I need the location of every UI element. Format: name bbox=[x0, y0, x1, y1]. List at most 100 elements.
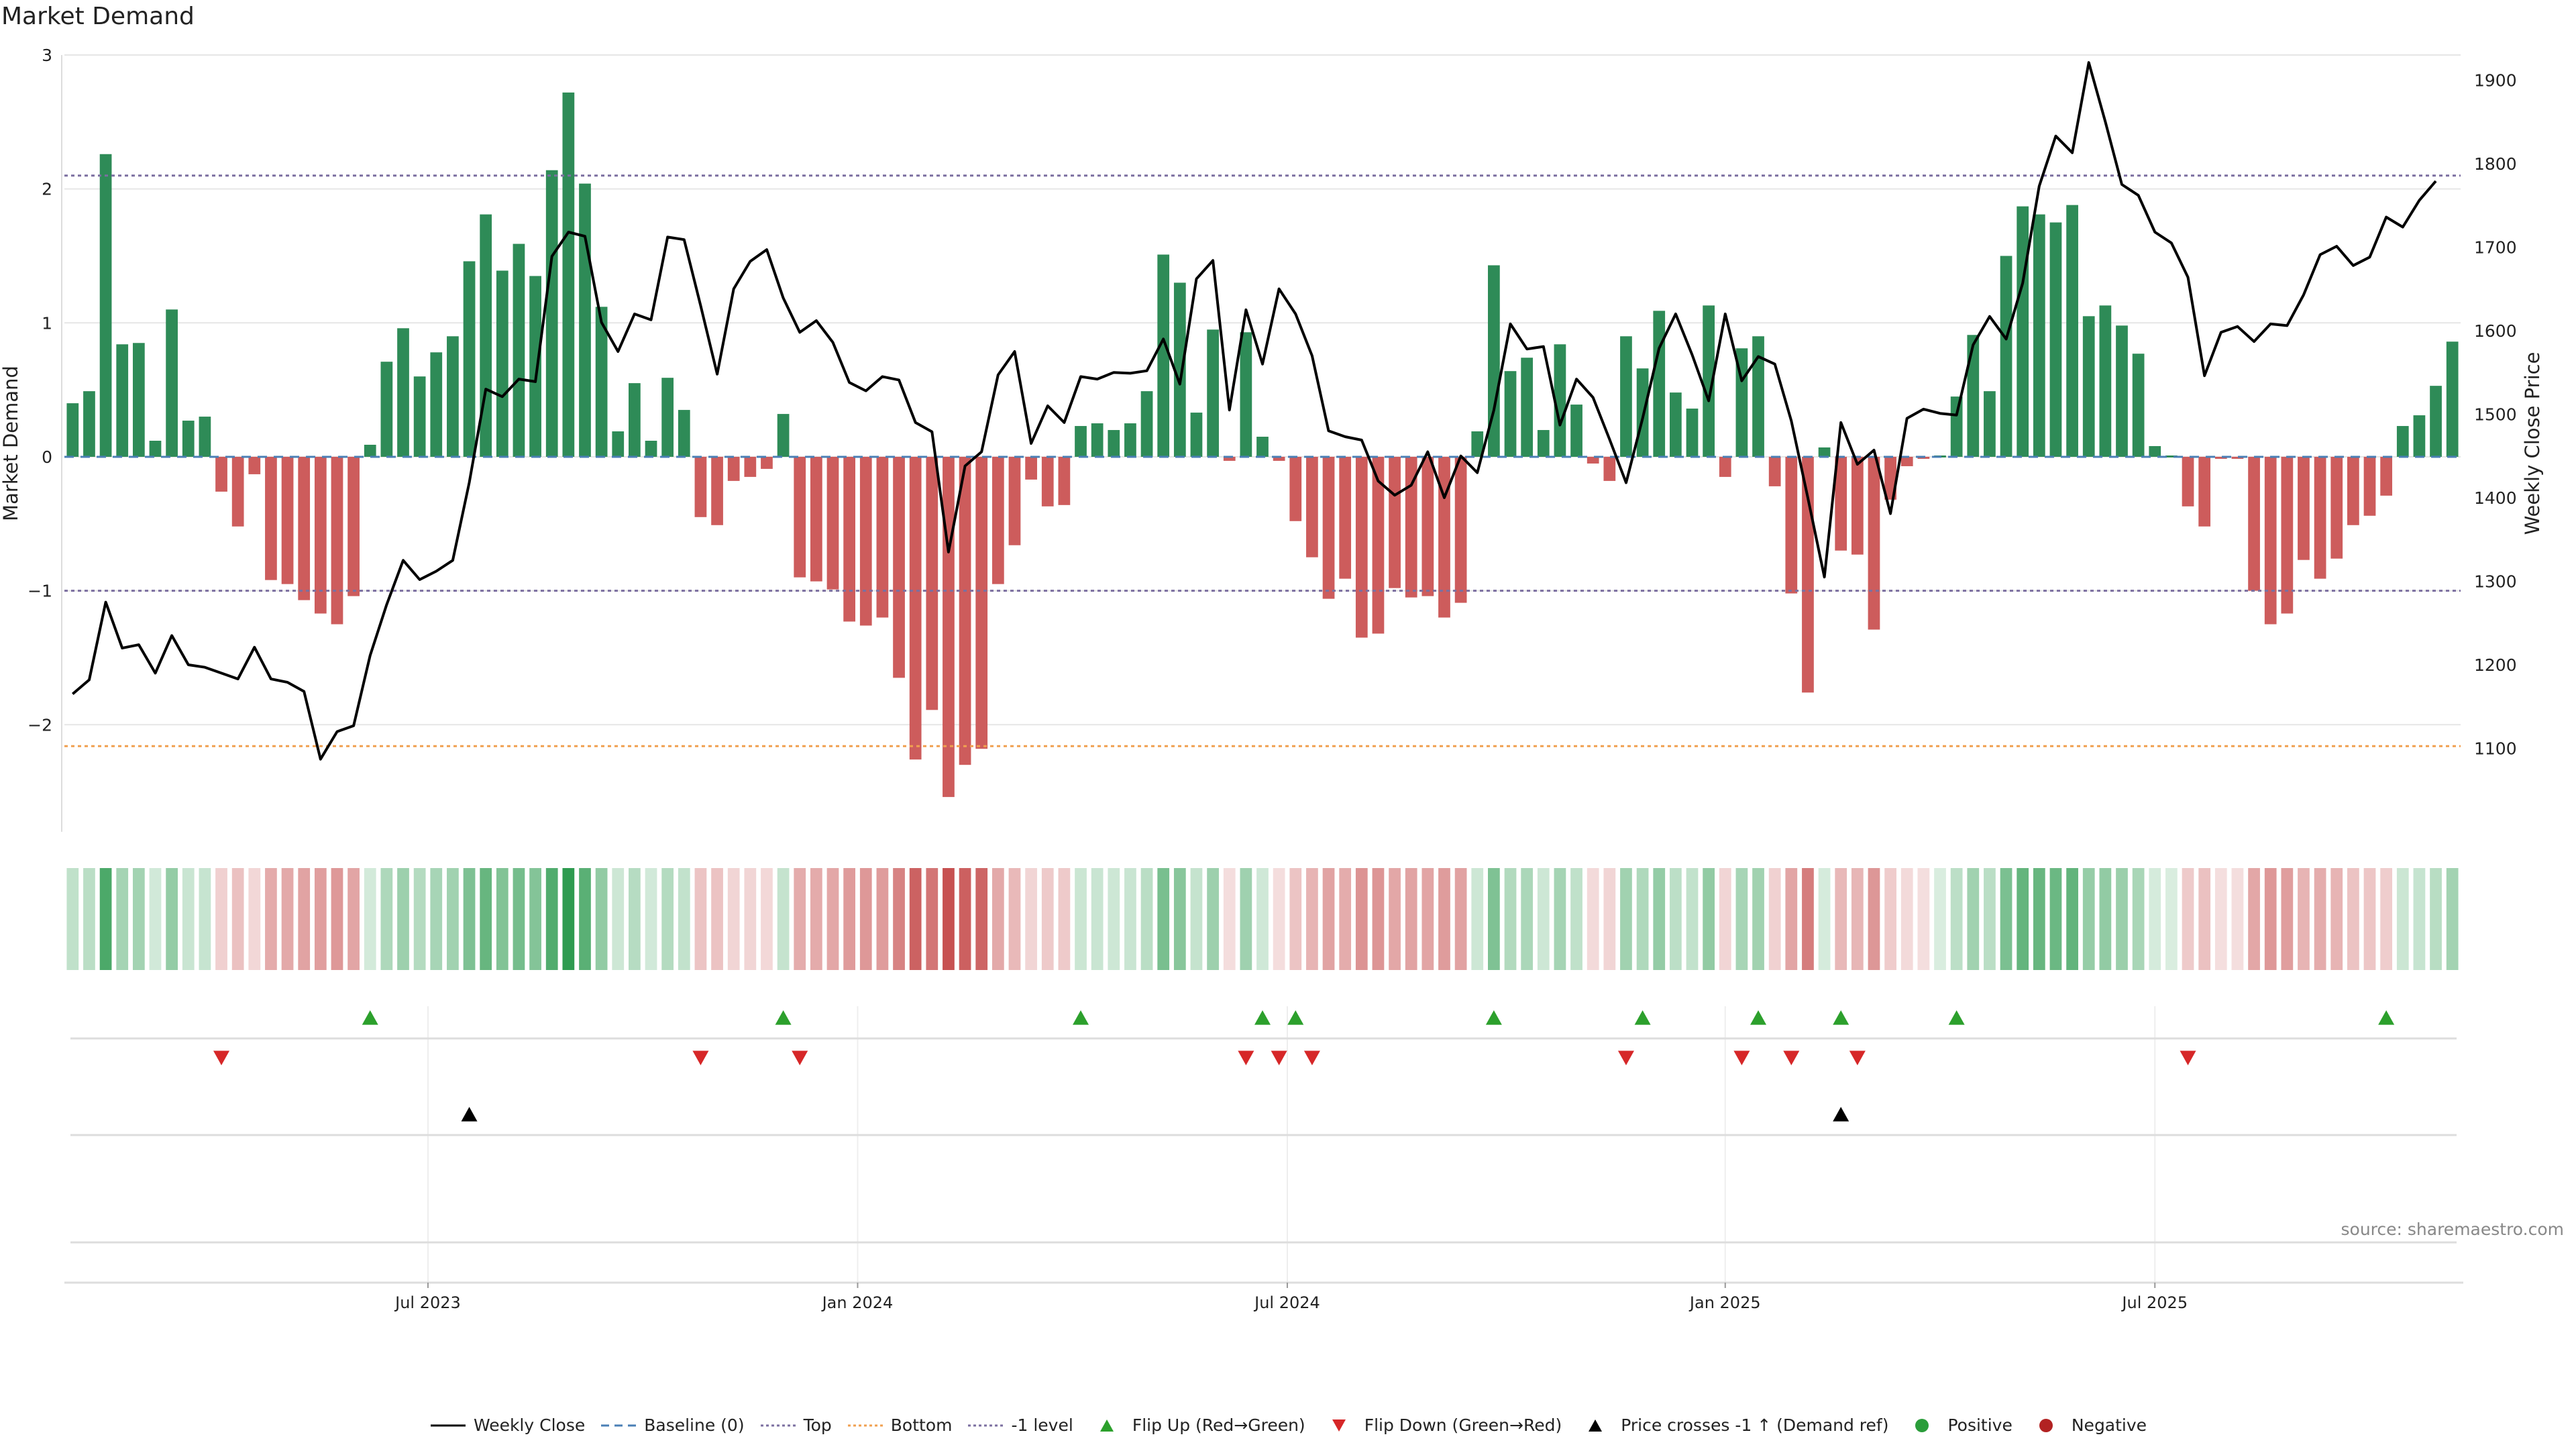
demand-bar bbox=[959, 456, 971, 765]
heat-cell bbox=[397, 868, 409, 970]
heat-cell bbox=[810, 868, 822, 970]
demand-bar bbox=[132, 343, 145, 457]
legend-label: Baseline (0) bbox=[644, 1415, 745, 1435]
demand-bar bbox=[496, 270, 508, 457]
heat-cell bbox=[182, 868, 195, 970]
demand-bar bbox=[826, 456, 839, 590]
demand-bar bbox=[166, 309, 178, 457]
dotted-line-icon bbox=[968, 1424, 1004, 1426]
y2-axis-label: Weekly Close Price bbox=[2521, 352, 2544, 535]
demand-bar bbox=[347, 456, 360, 596]
x-tick-label: Jul 2025 bbox=[2121, 1293, 2188, 1312]
demand-bar bbox=[545, 170, 558, 457]
heat-cell bbox=[529, 868, 541, 970]
demand-bar bbox=[843, 456, 856, 622]
demand-bar bbox=[1405, 456, 1417, 598]
heat-cell bbox=[2380, 868, 2393, 970]
demand-bar bbox=[2281, 456, 2294, 614]
heat-cell bbox=[2330, 868, 2343, 970]
heat-cell bbox=[1570, 868, 1582, 970]
legend-label: Flip Up (Red→Green) bbox=[1132, 1415, 1305, 1435]
heat-cell bbox=[1471, 868, 1484, 970]
demand-bar bbox=[116, 344, 129, 457]
demand-bar bbox=[2049, 222, 2062, 457]
demand-bar bbox=[2396, 426, 2409, 457]
solid-line-icon bbox=[430, 1424, 466, 1426]
demand-bar bbox=[1173, 282, 1186, 457]
demand-bar bbox=[1207, 329, 1219, 457]
demand-bar bbox=[66, 403, 79, 457]
legend-label: Bottom bbox=[890, 1415, 953, 1435]
demand-bar bbox=[1223, 456, 1236, 461]
heat-cell bbox=[645, 868, 657, 970]
demand-bar bbox=[2298, 456, 2310, 560]
heat-cell bbox=[99, 868, 112, 970]
demand-bar bbox=[1851, 456, 1864, 555]
demand-bar bbox=[2082, 316, 2095, 457]
heat-cell bbox=[1703, 868, 1715, 970]
demand-bar bbox=[1768, 456, 1781, 486]
demand-bar bbox=[1703, 305, 1715, 457]
demand-bar bbox=[2000, 256, 2012, 457]
heat-cell bbox=[2033, 868, 2045, 970]
heat-cell bbox=[1273, 868, 1285, 970]
demand-bar bbox=[1438, 456, 1450, 618]
heat-cell bbox=[777, 868, 790, 970]
heat-cell bbox=[843, 868, 856, 970]
heat-cell bbox=[1587, 868, 1599, 970]
legend-item: Positive bbox=[1903, 1415, 2012, 1435]
demand-bar bbox=[2363, 456, 2376, 516]
demand-bar bbox=[744, 456, 757, 477]
y2-tick-label: 1400 bbox=[2474, 488, 2517, 508]
legend-item: Flip Up (Red→Green) bbox=[1088, 1415, 1305, 1435]
heat-cell bbox=[1025, 868, 1037, 970]
demand-bar bbox=[562, 92, 575, 457]
heat-cell bbox=[1372, 868, 1385, 970]
flip-down-marker bbox=[1849, 1051, 1866, 1065]
heat-cell bbox=[2264, 868, 2277, 970]
demand-bar bbox=[413, 376, 426, 457]
flip-up-marker bbox=[1634, 1010, 1651, 1025]
heat-cell bbox=[2182, 868, 2194, 970]
legend-item: -1 level bbox=[967, 1415, 1073, 1435]
demand-bar bbox=[1025, 456, 1037, 480]
heat-cell bbox=[694, 868, 707, 970]
heat-cell bbox=[1554, 868, 1566, 970]
heat-cell bbox=[1322, 868, 1335, 970]
demand-bar bbox=[645, 441, 657, 457]
y2-tick-label: 1200 bbox=[2474, 655, 2517, 675]
heat-cell bbox=[1818, 868, 1831, 970]
heat-cell bbox=[1537, 868, 1550, 970]
heat-cell bbox=[1851, 868, 1864, 970]
heat-cell bbox=[447, 868, 459, 970]
x-tick-label: Jan 2025 bbox=[1688, 1293, 1761, 1312]
heat-cell bbox=[1256, 868, 1269, 970]
demand-bar bbox=[281, 456, 294, 584]
heat-cell bbox=[1719, 868, 1731, 970]
heat-cell bbox=[794, 868, 806, 970]
heat-cell bbox=[265, 868, 277, 970]
heat-cell bbox=[513, 868, 525, 970]
heat-cell bbox=[2363, 868, 2376, 970]
legend-item: Baseline (0) bbox=[600, 1415, 745, 1435]
heat-cell bbox=[2149, 868, 2161, 970]
demand-bar bbox=[1355, 456, 1368, 638]
heat-cell bbox=[661, 868, 674, 970]
demand-bar bbox=[678, 410, 690, 457]
demand-bar bbox=[364, 444, 376, 457]
demand-bar bbox=[1190, 413, 1203, 457]
demand-bar bbox=[380, 362, 393, 457]
heat-cell bbox=[1735, 868, 1748, 970]
heat-cell bbox=[2347, 868, 2359, 970]
demand-bar bbox=[1273, 456, 1285, 461]
heat-cell bbox=[2248, 868, 2260, 970]
legend-item: Flip Down (Green→Red) bbox=[1320, 1415, 1562, 1435]
triangle-up-black-icon bbox=[1589, 1419, 1603, 1432]
y2-tick-label: 1100 bbox=[2474, 739, 2517, 758]
flip-up-marker bbox=[1750, 1010, 1767, 1025]
flip-down-marker bbox=[1303, 1051, 1320, 1065]
demand-bar bbox=[1124, 423, 1136, 457]
demand-bar bbox=[1108, 430, 1120, 457]
demand-bar bbox=[1008, 456, 1021, 545]
heat-cell bbox=[331, 868, 343, 970]
